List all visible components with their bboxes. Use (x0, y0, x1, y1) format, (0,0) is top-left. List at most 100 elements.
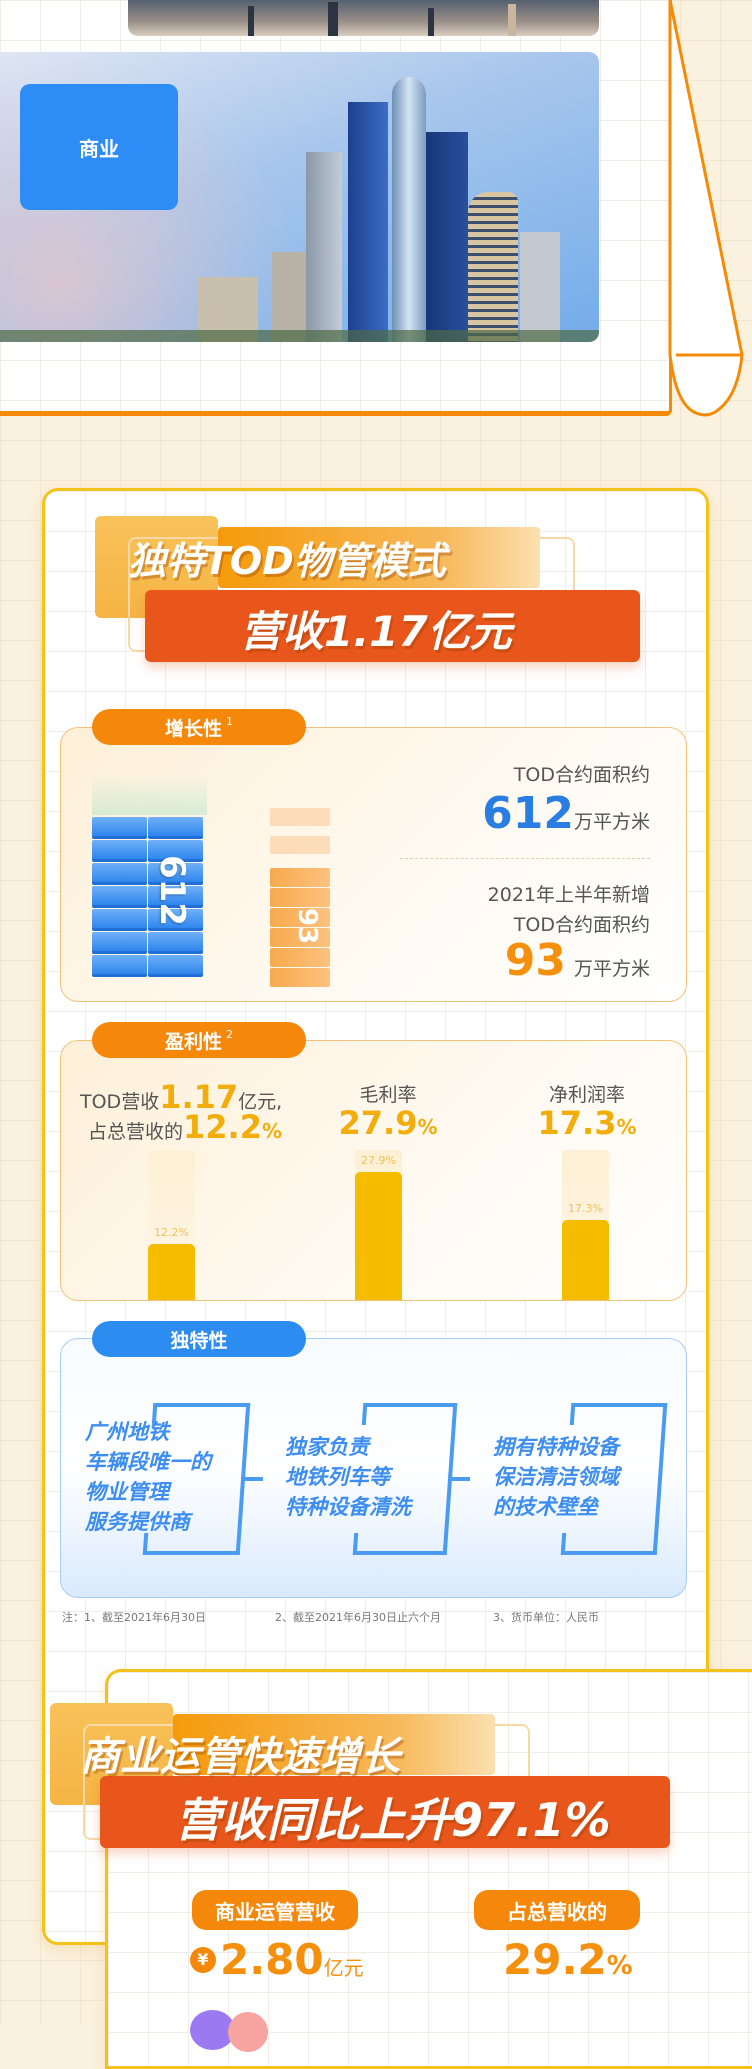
block (92, 955, 147, 977)
commercial-growth-title: 营收同比上升97.1% (175, 1793, 611, 1847)
block (148, 955, 203, 977)
divider (400, 858, 650, 859)
tod-revenue-title: 营收1.17亿元 (240, 607, 512, 656)
block (148, 817, 203, 839)
growth-label: 增长性 (164, 717, 222, 740)
uniqueness-item-line: 车辆段唯一的 (85, 1450, 211, 1474)
tod-revenue-unit: 亿元, (238, 1091, 283, 1113)
photo-waterfront (128, 0, 599, 36)
uniqueness-item-line: 拥有特种设备 (493, 1435, 619, 1459)
block-value-93: 93 (292, 908, 322, 945)
uniqueness-item-line: 独家负责 (285, 1435, 369, 1459)
block (148, 840, 203, 862)
uniqueness-item: 独家负责地铁列车等特种设备清洗 (285, 1432, 411, 1522)
block (92, 817, 147, 839)
revenue-share-label: 占总营收的 (88, 1121, 184, 1143)
footnote-marker: 1 (226, 715, 233, 728)
profit-pill: 盈利性 2 (92, 1022, 306, 1058)
block (92, 840, 147, 862)
bar-label: 12.2% (154, 1225, 189, 1239)
bar (562, 1220, 609, 1300)
block (270, 888, 330, 907)
block (92, 886, 147, 908)
block (92, 909, 147, 931)
footnote-marker: 2 (226, 1028, 233, 1041)
uniqueness-item-line: 服务提供商 (85, 1510, 190, 1534)
uniqueness-item-line: 的技术壁垒 (493, 1495, 598, 1519)
stat2-label-line1: 2021年上半年新增 (487, 884, 650, 906)
bar-label: 17.3% (568, 1202, 603, 1216)
title-band-upper (218, 527, 540, 588)
block (148, 909, 203, 931)
uniqueness-item-line: 地铁列车等 (285, 1465, 390, 1489)
note-1: 注：1、截至2021年6月30日 (62, 1611, 206, 1624)
revenue-share-value: 12.2 (183, 1108, 262, 1146)
stat1-value: 612 (482, 788, 574, 839)
connector-line (448, 1477, 470, 1481)
stat2-label-line2: TOD合约面积约 (513, 914, 650, 936)
uniqueness-item: 拥有特种设备 保洁清洁领域 的技术壁垒 (493, 1432, 619, 1522)
profit-label: 盈利性 (164, 1030, 222, 1053)
bar (148, 1243, 195, 1300)
block-value-612: 612 (152, 855, 192, 926)
uniqueness-item-line: 特种设备清洗 (285, 1495, 411, 1519)
block (270, 968, 330, 987)
commercial-share-stat: 29.2% (503, 1935, 633, 1984)
scroll-curl-decoration (668, 0, 744, 417)
title-band-lower (145, 590, 640, 662)
block (270, 928, 330, 947)
gross-margin-stat: 27.9% (318, 1104, 458, 1142)
commercial-revenue-value: 2.80 (220, 1935, 324, 1984)
photo-commercial-buildings: 商业 (0, 52, 599, 342)
stat1: 612万平方米 (482, 788, 650, 839)
decor-blob-pink (228, 2012, 268, 2052)
percent-sign: % (616, 1115, 637, 1139)
gross-margin-value: 27.9 (338, 1104, 418, 1142)
commercial-revenue-stat: ¥ 2.80 亿元 (190, 1935, 364, 1984)
uniqueness-item: 广州地铁车辆段唯一的 物业管理服务提供商 (85, 1417, 211, 1537)
percent-sign: % (261, 1119, 283, 1143)
bar (355, 1171, 402, 1300)
yen-icon: ¥ (190, 1946, 216, 1973)
stat1-label: TOD合约面积约 (513, 764, 650, 786)
uniqueness-item-line: 保洁清洁领域 (493, 1465, 619, 1489)
net-margin-stat: 17.3% (517, 1104, 657, 1142)
net-margin-label: 净利润率 (548, 1084, 625, 1106)
uniqueness-item-line: 物业管理 (85, 1480, 169, 1504)
uniqueness-pill: 独特性 (92, 1321, 306, 1357)
commercial-title: 商业运管快速增长 (80, 1734, 400, 1780)
tod-revenue-stat: TOD营收1.17亿元, (80, 1078, 282, 1116)
stat2: 93 万平方米 (505, 935, 650, 986)
stat2-unit: 万平方米 (573, 958, 650, 980)
block (148, 932, 203, 954)
uniqueness-item-line: 广州地铁 (85, 1420, 169, 1444)
orange-block-stack: 93 (270, 808, 330, 987)
note-3: 3、货币单位：人民币 (493, 1611, 599, 1624)
tod-revenue-label: TOD营收 (80, 1091, 160, 1113)
growth-pill: 增长性 1 (92, 709, 306, 745)
blue-block-stack: 612 (92, 775, 207, 983)
block (92, 932, 147, 954)
block (148, 886, 203, 908)
block (92, 863, 147, 885)
block (270, 908, 330, 927)
revenue-share-pill: 占总营收的 (474, 1890, 640, 1930)
block (270, 808, 330, 826)
connector-line (241, 1477, 263, 1481)
block (148, 863, 203, 885)
commercial-revenue-pill: 商业运管营收 (192, 1890, 358, 1930)
tod-title: 独特TOD物管模式 (128, 539, 446, 583)
stat2-value: 93 (504, 935, 566, 986)
tod-revenue-value: 1.17 (159, 1078, 239, 1116)
net-margin-value: 17.3 (537, 1104, 617, 1142)
commercial-revenue-unit: 亿元 (323, 1956, 364, 1980)
percent-sign: % (606, 1951, 633, 1981)
commercial-share-value: 29.2 (503, 1935, 607, 1984)
gross-margin-label: 毛利率 (359, 1084, 417, 1106)
block (270, 948, 330, 967)
note-2: 2、截至2021年6月30日止六个月 (275, 1611, 441, 1624)
block (270, 836, 330, 854)
stat1-unit: 万平方米 (573, 811, 650, 833)
commercial-tag: 商业 (20, 84, 178, 210)
revenue-share-stat: 占总营收的12.2% (88, 1108, 282, 1146)
